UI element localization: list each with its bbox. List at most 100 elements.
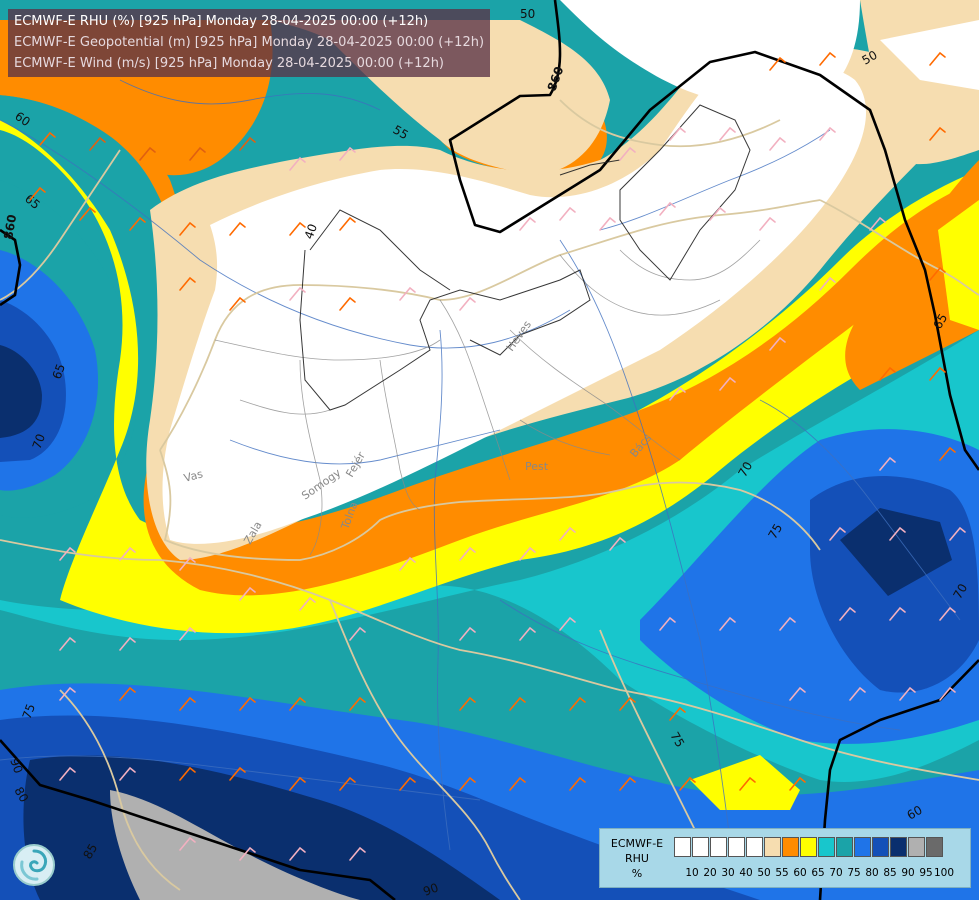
wind-barb-icon [339, 296, 356, 311]
contour-labels: 50 55 60 65 40 65 70 75 70 75 75 60 90 8… [1, 7, 970, 899]
title-box: ECMWF-E RHU (%) [925 hPa] Monday 28-04-2… [8, 9, 491, 77]
wind-barb-icon [349, 846, 366, 861]
contour-label: 90 [7, 756, 25, 775]
contour-label: 90 [421, 880, 440, 898]
legend-swatch [926, 837, 943, 857]
legend-swatch [728, 837, 745, 857]
rhu-band-60-orange [0, 80, 979, 596]
legend-swatch [854, 837, 871, 857]
rhu-band-50-white [162, 63, 867, 544]
wind-barb-icon [179, 836, 196, 851]
wind-barb-icon [739, 776, 756, 791]
rhu-band-50-white-ne [880, 20, 979, 90]
rhu-band-90-west [0, 345, 42, 438]
wind-barb-icon [29, 186, 46, 201]
wind-barb-icon [609, 536, 626, 551]
wind-barb-icon [769, 336, 786, 351]
contour-label: 65 [930, 311, 950, 331]
wind-barb-icon [179, 696, 196, 711]
legend-tick-label: 50 [757, 867, 771, 879]
rhu-band-50-white-n [560, 0, 860, 107]
wind-barb-icon [289, 156, 306, 171]
wind-barb-icon [879, 366, 896, 381]
wind-barb-icon [569, 776, 586, 791]
wind-barb-icon [769, 56, 786, 71]
wind-barb-icon [179, 221, 196, 236]
wind-barb-icon [939, 606, 956, 621]
wind-barb-icon [459, 696, 476, 711]
wind-barb-icon [299, 596, 316, 611]
contour-label: 80 [11, 785, 31, 805]
title-geopotential: ECMWF-E Geopotential (m) [925 hPa] Monda… [14, 35, 485, 50]
wind-barb-icon [139, 146, 156, 161]
wind-barb-icon [709, 206, 726, 221]
wind-barbs [29, 51, 966, 861]
legend-tick-label: 100 [933, 867, 955, 879]
wind-barb-icon [889, 526, 906, 541]
legend: ECMWF-E RHU % 10 20 30 40 50 55 60 65 70 75 80 85 90… [599, 828, 971, 888]
contour-label: 75 [765, 521, 785, 541]
wind-barb-icon [179, 556, 196, 571]
wind-barb-icon [289, 286, 306, 301]
wind-barb-icon [239, 586, 256, 601]
legend-ticks: 10 20 30 40 50 55 60 65 70 75 80 85 90 95 100 [674, 867, 974, 881]
wind-barb-icon [229, 766, 246, 781]
legend-swatch [908, 837, 925, 857]
wind-barb-icon [679, 776, 696, 791]
wind-barb-icon [929, 366, 946, 381]
wind-barb-icon [59, 546, 76, 561]
contour-label: 75 [667, 730, 687, 750]
wind-barb-icon [459, 546, 476, 561]
legend-swatch [746, 837, 763, 857]
contour-label: 50 [860, 48, 880, 68]
legend-swatch [800, 837, 817, 857]
wind-barb-icon [39, 131, 56, 146]
wind-barb-icon [769, 136, 786, 151]
wind-barb-icon [839, 606, 856, 621]
wind-barb-icon [509, 696, 526, 711]
wind-barb-icon [559, 616, 576, 631]
rhu-band-65-east-yellow [938, 200, 979, 330]
legend-swatch [764, 837, 781, 857]
wind-barb-icon [89, 136, 106, 151]
wind-barb-icon [719, 376, 736, 391]
wind-barb-icon [899, 686, 916, 701]
legend-swatch [692, 837, 709, 857]
legend-tick-label: 55 [775, 867, 789, 879]
wind-barb-icon [559, 526, 576, 541]
wind-barb-icon [569, 696, 586, 711]
legend-tick-label: 85 [883, 867, 897, 879]
wind-barb-icon [659, 201, 676, 216]
contour-label: 85 [80, 841, 100, 861]
wind-barb-icon [179, 626, 196, 641]
wind-barb-icon [719, 616, 736, 631]
wind-barb-icon [399, 776, 416, 791]
ecmwf-swirl-logo-icon [13, 844, 55, 886]
legend-swatches [674, 837, 944, 857]
wind-barb-icon [949, 526, 966, 541]
legend-tick-label: 30 [721, 867, 735, 879]
wind-barb-icon [879, 456, 896, 471]
wind-barb-icon [119, 636, 136, 651]
contour-label: 70 [735, 459, 755, 479]
wind-barb-icon [819, 276, 836, 291]
wind-barb-icon [349, 696, 366, 711]
wind-barb-icon [289, 696, 306, 711]
legend-tick-label: 75 [847, 867, 861, 879]
legend-unit: % [631, 867, 643, 880]
rivers [0, 79, 961, 851]
wind-barb-icon [759, 216, 776, 231]
legend-swatch [782, 837, 799, 857]
wind-barb-icon [929, 126, 946, 141]
legend-tick-label: 90 [901, 867, 915, 879]
contour-label: 55 [391, 122, 411, 142]
legend-swatch [836, 837, 853, 857]
wind-barb-icon [789, 776, 806, 791]
wind-barb-icon [939, 446, 956, 461]
geopotential-label: 860 [1, 213, 19, 240]
wind-barb-icon [519, 216, 536, 231]
wind-barb-icon [189, 146, 206, 161]
wind-barb-icon [669, 126, 686, 141]
rhu-band-95-south [110, 790, 360, 900]
legend-tick-label: 40 [739, 867, 753, 879]
